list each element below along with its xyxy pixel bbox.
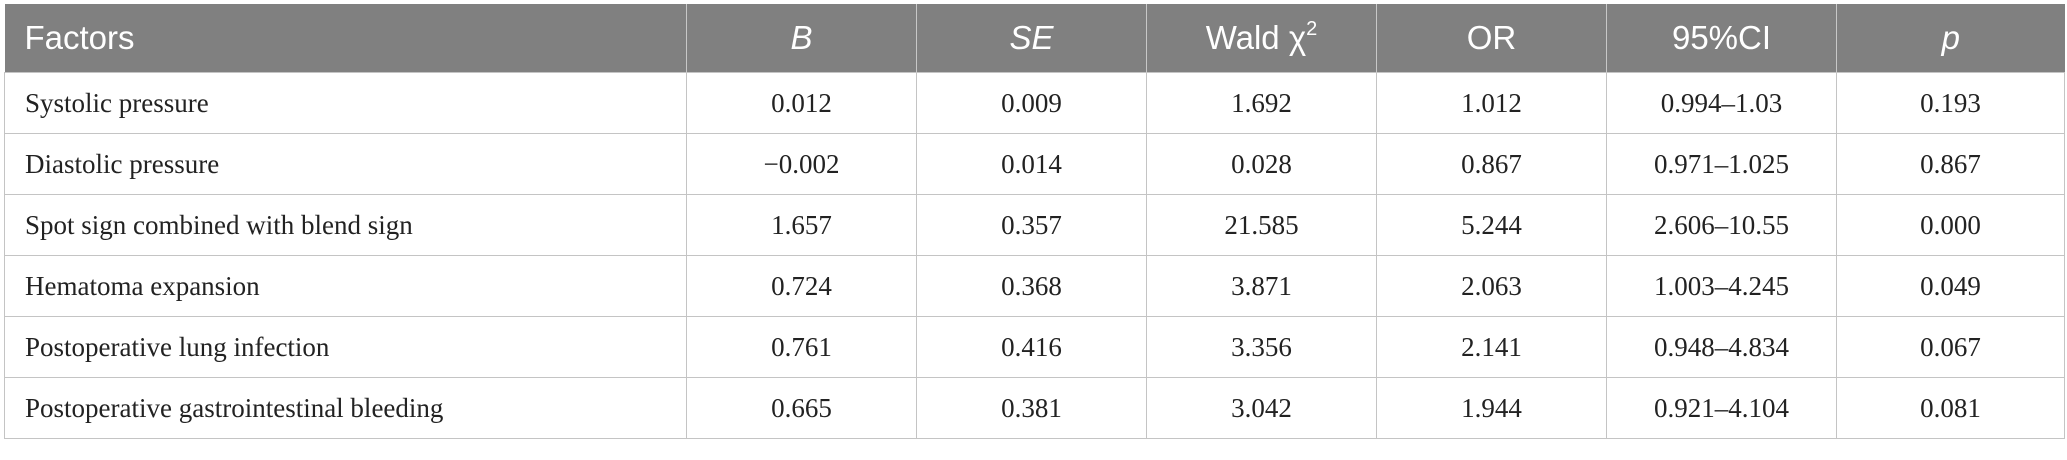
- cell-se: 0.368: [916, 255, 1147, 317]
- cell-factor: Diastolic pressure: [4, 133, 687, 195]
- cell-or: 5.244: [1376, 194, 1607, 256]
- cell-wald: 3.356: [1146, 316, 1377, 378]
- table-container: Factors B SE Wald χ2 OR 95%CI p Systolic…: [4, 4, 2065, 439]
- cell-se: 0.381: [916, 377, 1147, 439]
- cell-ci: 0.971–1.025: [1606, 133, 1837, 195]
- header-wald: Wald χ2: [1146, 4, 1377, 73]
- cell-wald: 0.028: [1146, 133, 1377, 195]
- table-row: Hematoma expansion 0.724 0.368 3.871 2.0…: [4, 255, 2065, 317]
- cell-ci: 0.948–4.834: [1606, 316, 1837, 378]
- cell-b: −0.002: [686, 133, 917, 195]
- cell-se: 0.009: [916, 72, 1147, 134]
- header-row: Factors B SE Wald χ2 OR 95%CI p: [4, 4, 2065, 73]
- cell-factor: Hematoma expansion: [4, 255, 687, 317]
- cell-or: 2.063: [1376, 255, 1607, 317]
- cell-factor: Postoperative lung infection: [4, 316, 687, 378]
- header-b: B: [686, 4, 917, 73]
- cell-se: 0.014: [916, 133, 1147, 195]
- table-row: Spot sign combined with blend sign 1.657…: [4, 194, 2065, 256]
- cell-se: 0.416: [916, 316, 1147, 378]
- header-p: p: [1836, 4, 2065, 73]
- regression-table: Factors B SE Wald χ2 OR 95%CI p Systolic…: [4, 4, 2065, 439]
- cell-or: 0.867: [1376, 133, 1607, 195]
- cell-ci: 1.003–4.245: [1606, 255, 1837, 317]
- cell-factor: Spot sign combined with blend sign: [4, 194, 687, 256]
- cell-p: 0.193: [1836, 72, 2065, 134]
- cell-wald: 3.871: [1146, 255, 1377, 317]
- cell-b: 0.012: [686, 72, 917, 134]
- table-row: Diastolic pressure −0.002 0.014 0.028 0.…: [4, 133, 2065, 195]
- cell-wald: 21.585: [1146, 194, 1377, 256]
- cell-factor: Systolic pressure: [4, 72, 687, 134]
- cell-or: 2.141: [1376, 316, 1607, 378]
- cell-p: 0.867: [1836, 133, 2065, 195]
- table-row: Systolic pressure 0.012 0.009 1.692 1.01…: [4, 72, 2065, 134]
- table-row: Postoperative lung infection 0.761 0.416…: [4, 316, 2065, 378]
- cell-p: 0.049: [1836, 255, 2065, 317]
- cell-se: 0.357: [916, 194, 1147, 256]
- header-factors: Factors: [4, 4, 687, 73]
- table-row: Postoperative gastrointestinal bleeding …: [4, 377, 2065, 439]
- cell-or: 1.944: [1376, 377, 1607, 439]
- header-wald-superscript: 2: [1306, 18, 1318, 40]
- header-ci: 95%CI: [1606, 4, 1837, 73]
- header-or: OR: [1376, 4, 1607, 73]
- cell-ci: 2.606–10.55: [1606, 194, 1837, 256]
- cell-ci: 0.994–1.03: [1606, 72, 1837, 134]
- header-se: SE: [916, 4, 1147, 73]
- cell-p: 0.081: [1836, 377, 2065, 439]
- header-wald-label: Wald χ: [1205, 19, 1307, 56]
- cell-p: 0.000: [1836, 194, 2065, 256]
- cell-p: 0.067: [1836, 316, 2065, 378]
- cell-factor: Postoperative gastrointestinal bleeding: [4, 377, 687, 439]
- cell-wald: 3.042: [1146, 377, 1377, 439]
- cell-b: 0.724: [686, 255, 917, 317]
- cell-b: 1.657: [686, 194, 917, 256]
- cell-ci: 0.921–4.104: [1606, 377, 1837, 439]
- cell-or: 1.012: [1376, 72, 1607, 134]
- cell-b: 0.761: [686, 316, 917, 378]
- cell-b: 0.665: [686, 377, 917, 439]
- cell-wald: 1.692: [1146, 72, 1377, 134]
